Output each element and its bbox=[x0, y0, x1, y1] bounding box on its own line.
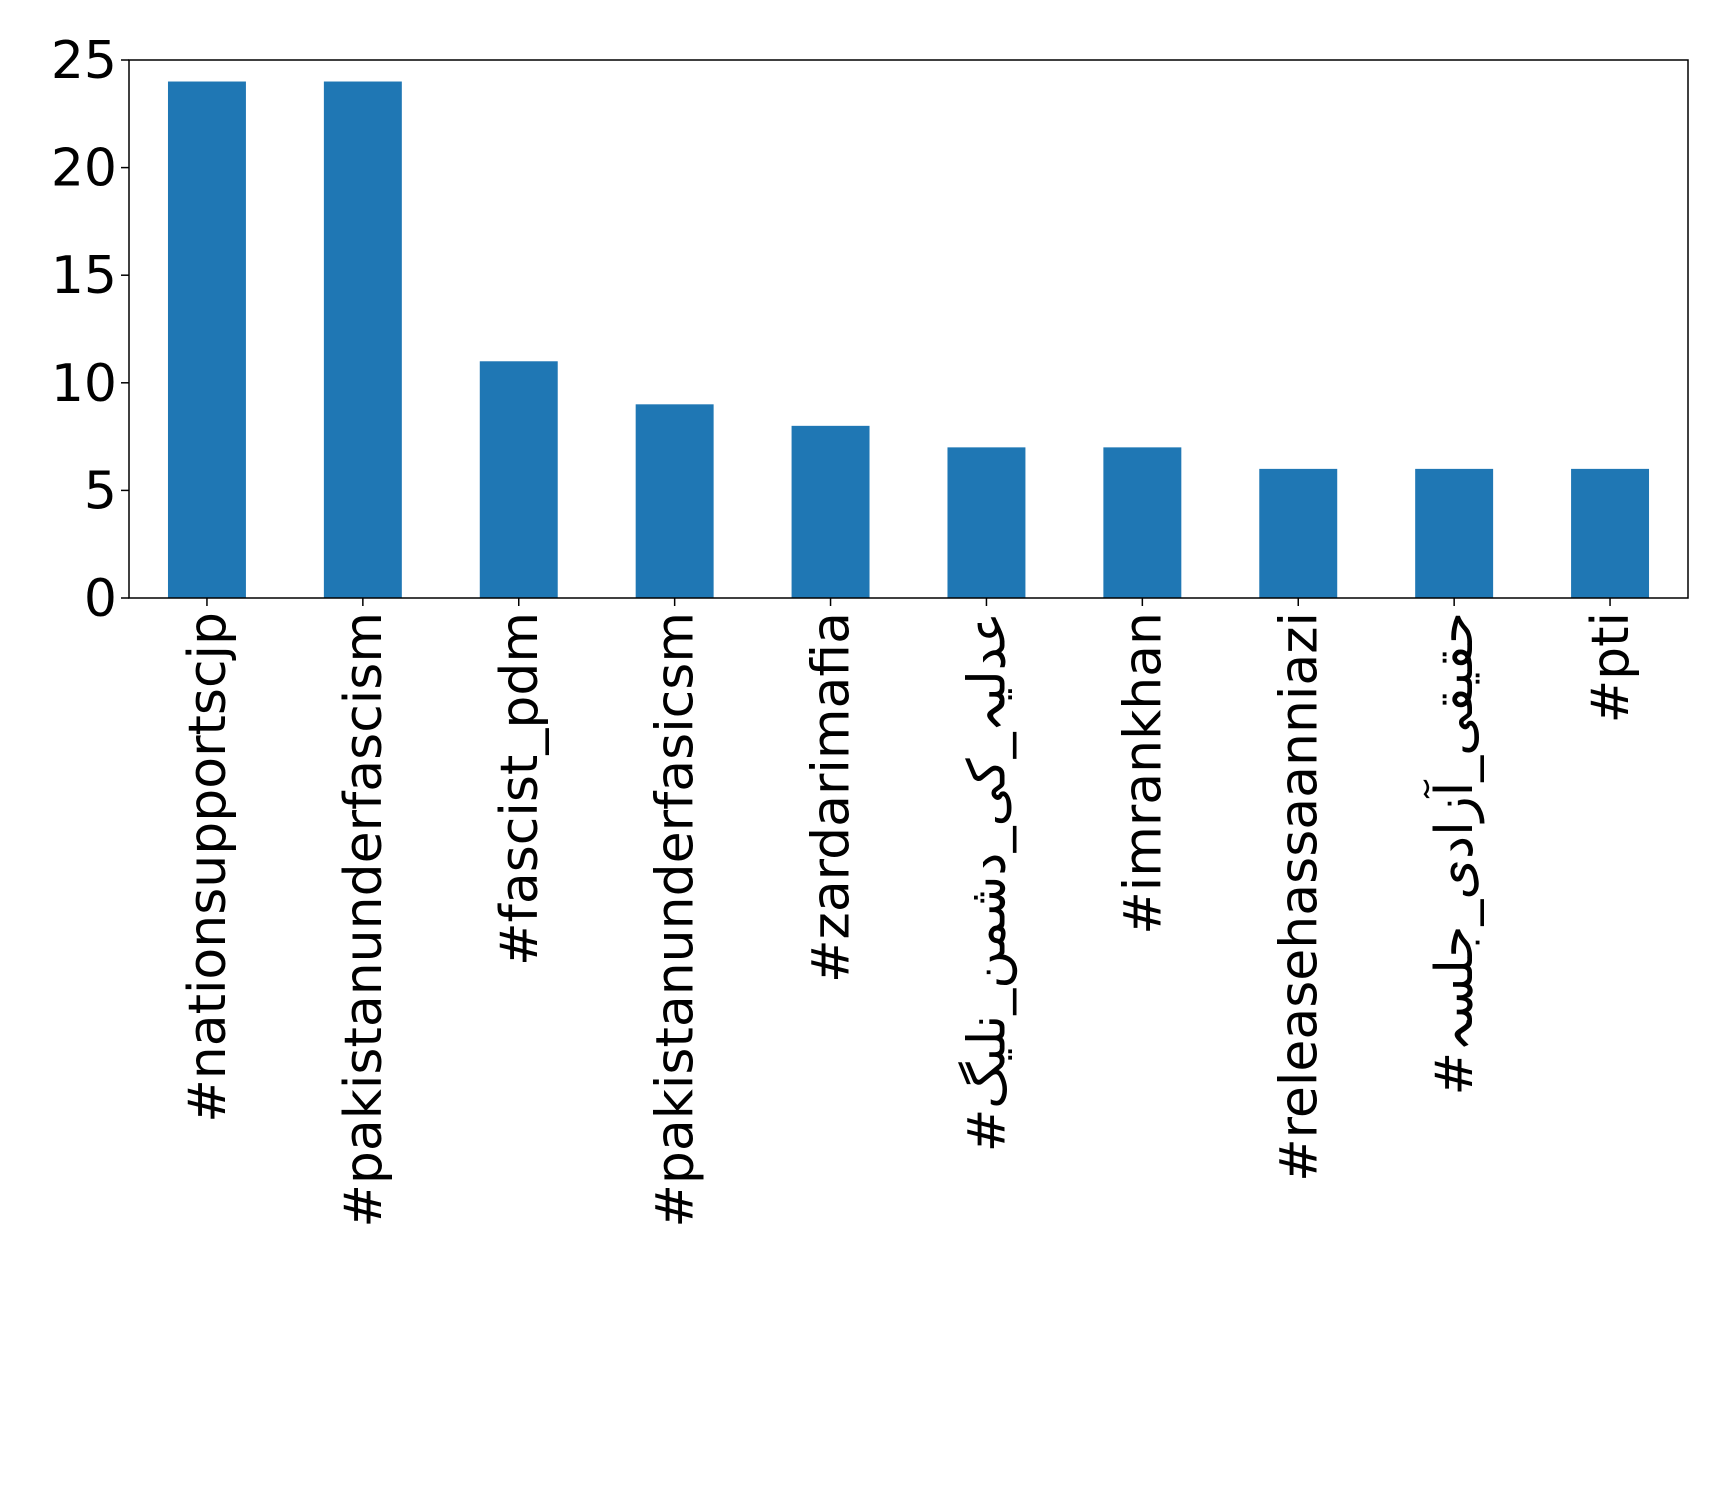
bar bbox=[1103, 447, 1182, 598]
y-tick-label: 15 bbox=[51, 246, 117, 306]
bar bbox=[791, 425, 870, 598]
x-tick-label: #pakistanunderfascism bbox=[334, 612, 394, 1228]
x-tick-label: #حقیقی_آزادی_جلسہ bbox=[1422, 612, 1485, 1095]
x-tick-label: #releasehassaanniazi bbox=[1269, 612, 1329, 1182]
x-tick-label: #zardarimafia bbox=[802, 612, 862, 983]
plot-frame bbox=[128, 59, 1689, 599]
bar bbox=[1259, 468, 1338, 598]
bar bbox=[323, 81, 402, 598]
x-tick-label: #عدلیہ_کی_دشمن_نلیگ bbox=[957, 612, 1017, 1152]
x-tick-label: #pakistanunderfasicsm bbox=[646, 612, 706, 1228]
x-tick-label: #pti bbox=[1581, 612, 1641, 723]
y-tick-label: 10 bbox=[51, 354, 117, 414]
bar bbox=[635, 404, 714, 598]
y-tick-label: 20 bbox=[51, 139, 117, 199]
y-tick-label: 5 bbox=[84, 461, 117, 521]
y-tick-label: 25 bbox=[51, 31, 117, 91]
x-tick-label: #nationsupportscjp bbox=[178, 612, 238, 1123]
x-tick-label: #fascist_pdm bbox=[490, 612, 550, 966]
bar bbox=[1415, 468, 1494, 598]
bar bbox=[1571, 468, 1650, 598]
bar bbox=[947, 447, 1026, 598]
x-tick-label: #imrankhan bbox=[1113, 612, 1173, 935]
y-tick-label: 0 bbox=[84, 569, 117, 629]
bar bbox=[167, 81, 246, 598]
bar bbox=[479, 361, 558, 598]
